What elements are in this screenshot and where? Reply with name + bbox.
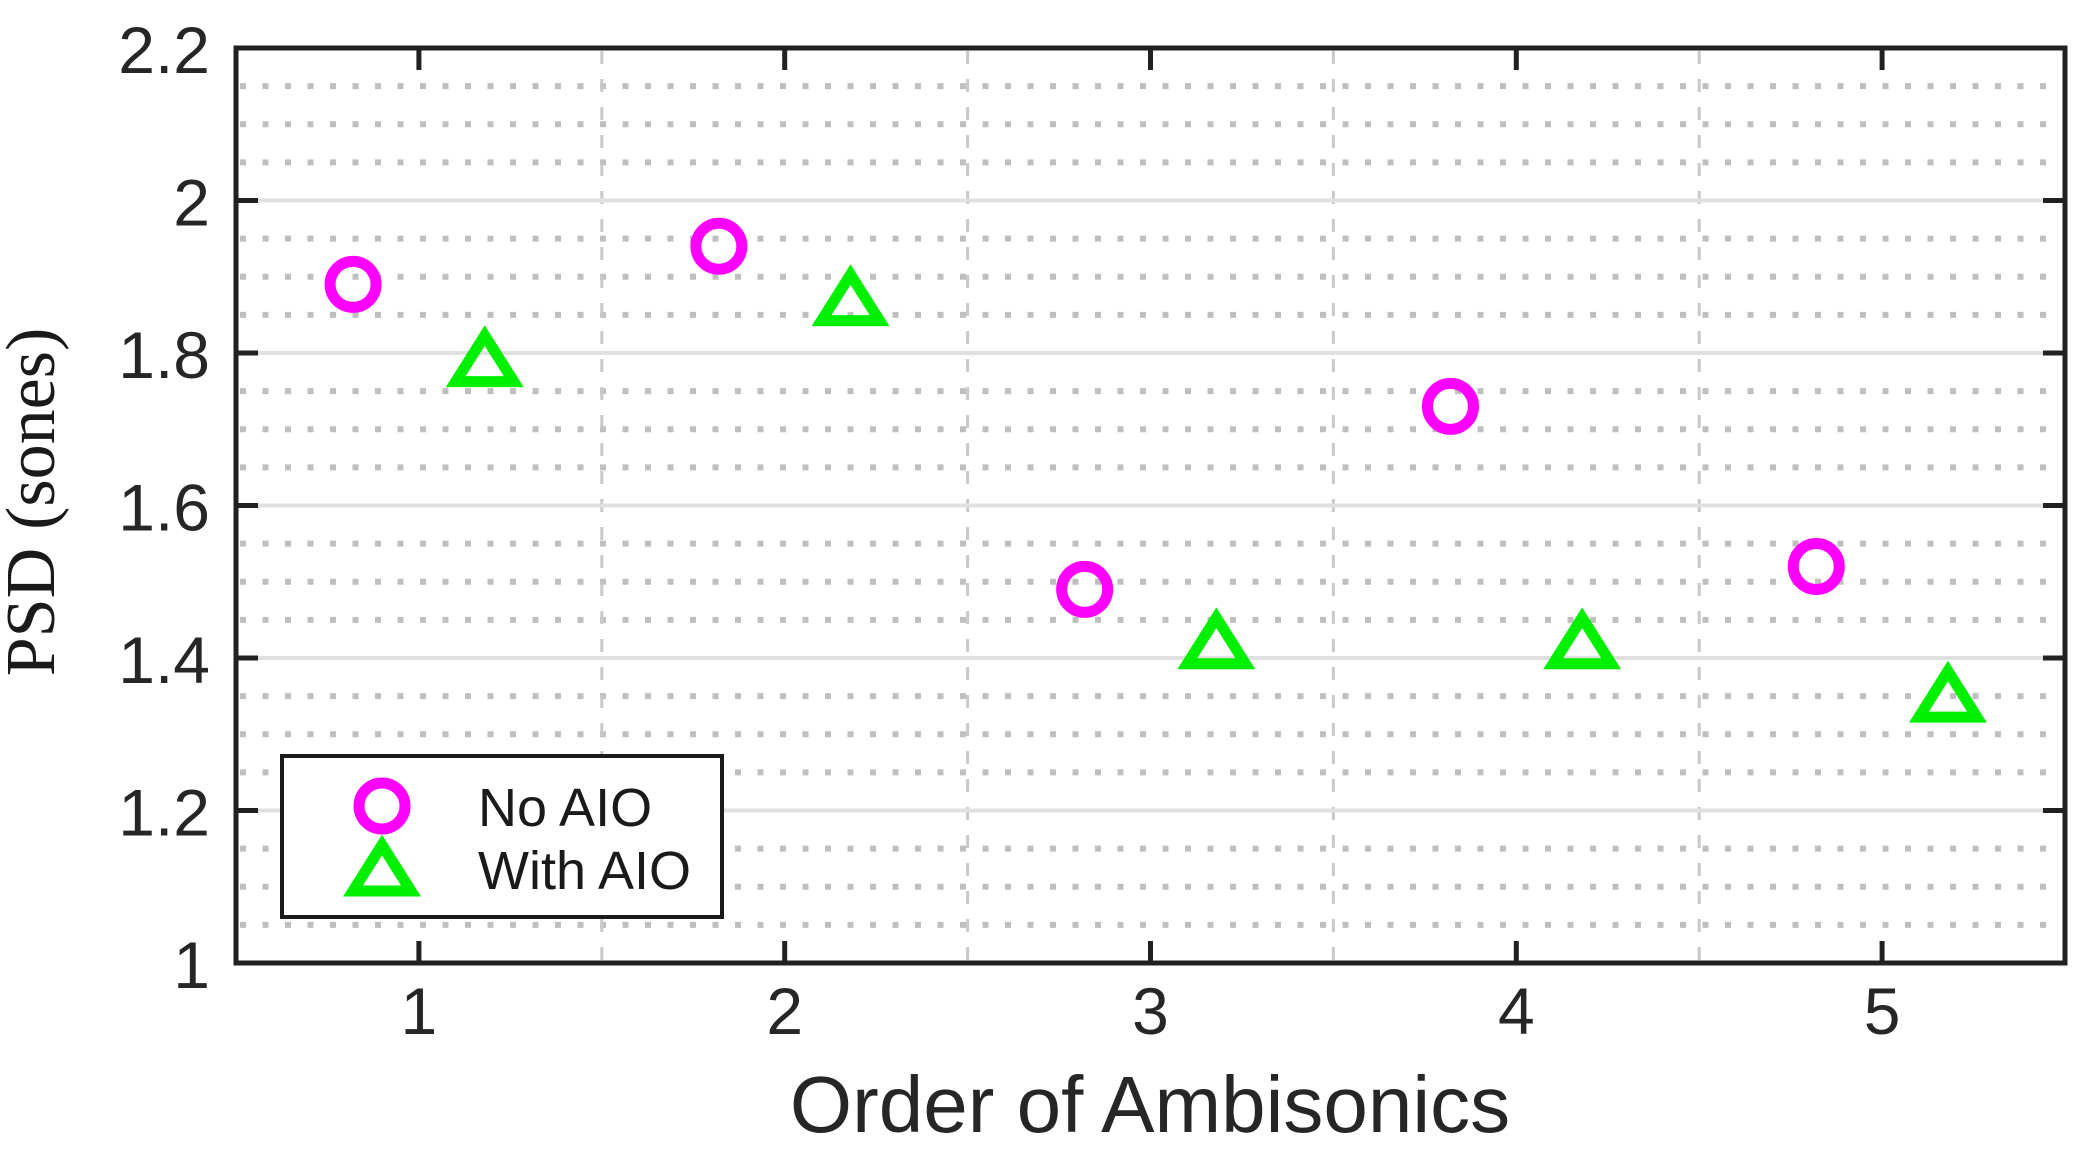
series-0-no-aio-marker [690,217,748,275]
x-axis-label: Order of Ambisonics [790,1060,1510,1149]
y-tick-label: 1.8 [118,318,210,392]
y-axis-label: PSD (sones) [0,328,70,677]
legend-with-aio-marker-icon [343,834,421,897]
series-1-with-aio-marker [1908,660,1987,723]
x-tick-label: 1 [401,974,438,1048]
y-tick-label: 1 [173,928,210,1002]
legend-no-aio-marker-icon [353,777,411,835]
series-1-with-aio-marker [1177,607,1256,670]
series-1-with-aio-marker [1543,607,1622,670]
y-tick-label: 1.2 [118,776,210,850]
legend: No AIO With AIO [280,754,724,919]
y-tick-label: 2.2 [118,13,210,87]
series-0-no-aio-marker [324,255,382,313]
x-tick-label: 2 [766,974,803,1048]
tick-marks [236,45,2065,966]
y-axis-label-group: PSD (sones) [0,328,70,677]
tick-labels: 1 2 3 4 5 1 1.2 1.4 1.6 1.8 2 2.2 [118,13,1900,1048]
y-tick-label: 1.4 [118,623,210,697]
data-points [324,217,1987,723]
x-tick-label: 5 [1864,974,1901,1048]
series-1-with-aio-marker [445,325,524,388]
series-0-no-aio-marker [1056,560,1114,618]
legend-entry-with-aio: With AIO [478,841,691,901]
legend-entry-no-aio: No AIO [478,778,652,838]
series-0-no-aio-marker [1787,538,1845,595]
y-tick-label: 1.6 [118,471,210,545]
series-0-no-aio-marker [1421,377,1479,435]
y-axis-label-unit: (sones) [0,328,70,530]
y-major-gridlines [239,198,2062,813]
series-1-with-aio-marker [811,264,890,327]
y-axis-label-psd: PSD [0,548,70,676]
y-tick-label: 2 [173,166,210,240]
x-tick-label: 4 [1498,974,1535,1048]
x-tick-label: 3 [1132,974,1169,1048]
